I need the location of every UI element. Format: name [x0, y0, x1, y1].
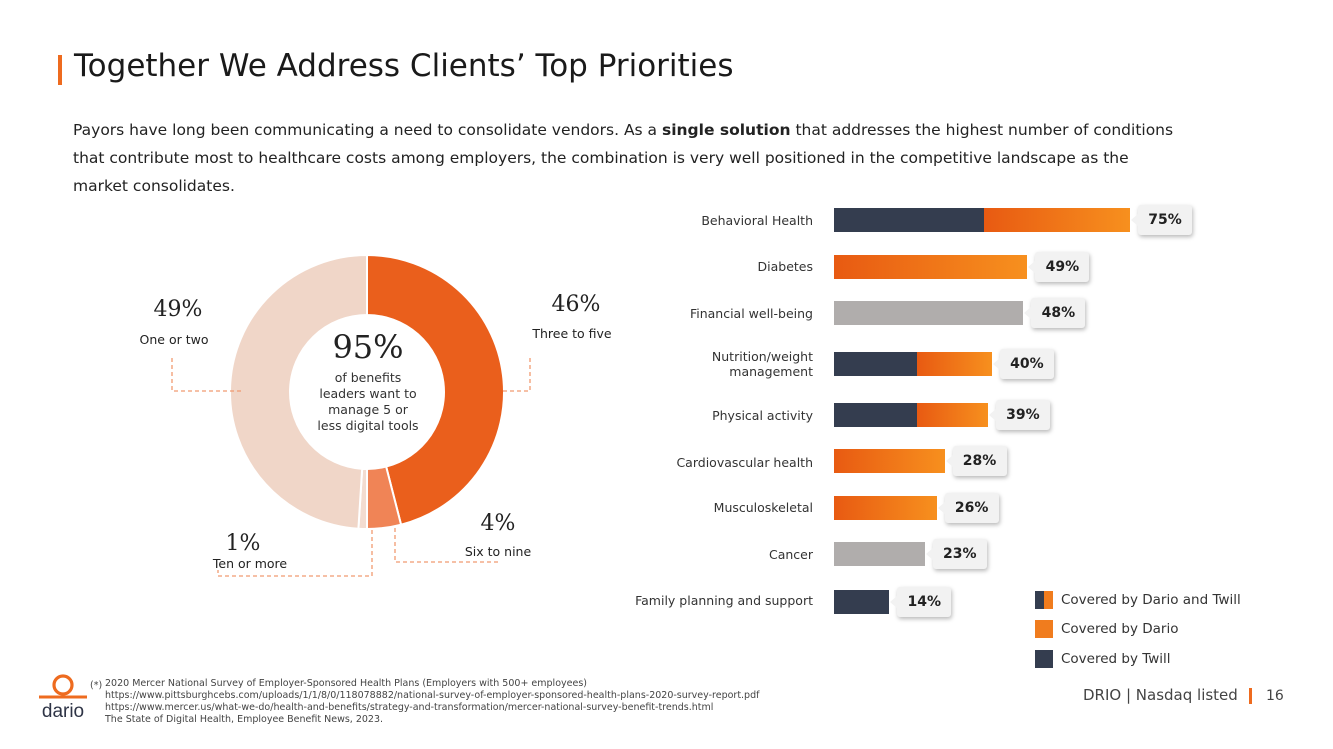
donut-center-value: 95%: [332, 328, 404, 366]
intro-bold-text: single solution: [661, 121, 791, 139]
donut-label-six-to-nine-value: 4%: [480, 511, 516, 536]
donut-label-one-or-two-value: 49%: [153, 297, 203, 322]
bar-dario-segment: [916, 403, 988, 427]
bar-category-cancer: Cancer: [768, 547, 813, 562]
legend-swatch-dario: [1035, 620, 1053, 638]
legend-label: Covered by Dario: [1061, 621, 1179, 637]
bar-uncovered-segment: [834, 542, 925, 566]
leader-line-three-to-five: [500, 358, 531, 392]
donut-slice-one-or-two: [229, 253, 368, 530]
bar-dario-segment: [916, 352, 992, 376]
bar-category-cardiovascular-health: Cardiovascular health: [676, 455, 813, 470]
bar-category-diabetes: Diabetes: [757, 259, 814, 274]
donut-label-one-or-two: One or two: [139, 332, 209, 347]
donut-center-caption: of benefits leaders want to manage 5 or …: [317, 370, 419, 433]
ticker-divider: [1249, 688, 1252, 704]
intro-text-start: Payors have long been communicating a ne…: [73, 121, 662, 139]
donut-slice-three-to-five: [366, 253, 505, 526]
legend-swatch-twill: [1035, 650, 1053, 668]
donut-label-three-to-five: Three to five: [532, 326, 612, 341]
legend-label: Covered by Dario and Twill: [1061, 592, 1241, 608]
bar-dario-segment: [834, 255, 1028, 279]
bar-dario-segment: [834, 496, 937, 520]
leader-line-ten-or-more: [217, 530, 373, 577]
bar-category-musculoskeletal: Musculoskeletal: [713, 500, 813, 515]
donut-label-ten-or-more: Ten or more: [212, 556, 288, 571]
bar-category-financial-well-being: Financial well-being: [689, 306, 813, 321]
legend-label: Covered by Twill: [1061, 651, 1171, 667]
bar-category-physical-activity: Physical activity: [712, 408, 813, 423]
footnote-line: The State of Digital Health, Employee Be…: [105, 714, 384, 725]
bar-twill-segment: [834, 590, 890, 614]
intro-paragraph: Payors have long been communicating a ne…: [73, 116, 1183, 200]
bar-value-label: 28%: [945, 446, 1007, 476]
title-accent-bar: [58, 55, 62, 85]
footnote-link[interactable]: https://www.mercer.us/what-we-do/health-…: [105, 702, 714, 713]
footnote-marker: (*): [90, 680, 103, 691]
bar-value-label: 48%: [1024, 298, 1086, 328]
bar-category-family-planning-and-support: Family planning and support: [635, 593, 813, 608]
bar-twill-segment: [834, 208, 984, 232]
donut-label-three-to-five-value: 46%: [551, 292, 601, 317]
bar-value-label: 26%: [937, 493, 999, 523]
legend-swatch-dario-and-twill: [1035, 591, 1053, 609]
bar-twill-segment: [834, 403, 917, 427]
bar-dario-segment: [983, 208, 1130, 232]
ticker-text: DRIO | Nasdaq listed: [1083, 686, 1238, 704]
page-title: Together We Address Clients’ Top Priorit…: [74, 48, 734, 84]
bar-value-label: 14%: [890, 587, 952, 617]
donut-chart: [171, 253, 531, 577]
intro-text-end: that addresses the highest number of con…: [73, 121, 1174, 195]
donut-label-ten-or-more-value: 1%: [225, 531, 261, 556]
bar-value-label: 49%: [1028, 252, 1090, 282]
bar-twill-segment: [834, 352, 917, 376]
logo-wordmark: dario: [42, 701, 84, 721]
logo-ring-icon: [52, 674, 74, 696]
bar-value-label: 40%: [992, 349, 1054, 379]
bar-category-nutrition-weight-management: Nutrition/weight management: [711, 349, 813, 379]
bar-dario-segment: [834, 449, 945, 473]
footnote-lines: 2020 Mercer National Survey of Employer-…: [105, 678, 759, 726]
footnote-line: 2020 Mercer National Survey of Employer-…: [105, 678, 587, 689]
donut-slices: [229, 253, 505, 531]
donut-leader-lines: [171, 358, 531, 577]
bar-category-behavioral-health: Behavioral Health: [701, 213, 813, 228]
leader-line-one-or-two: [171, 358, 242, 392]
bar-value-label: 39%: [988, 400, 1050, 430]
page-number: 16: [1266, 688, 1284, 704]
bar-uncovered-segment: [834, 301, 1024, 325]
bar-value-label: 75%: [1131, 205, 1192, 235]
dario-logo: dario: [39, 674, 87, 721]
bar-value-label: 23%: [925, 539, 987, 569]
donut-label-six-to-nine: Six to nine: [464, 544, 532, 559]
footnote-link[interactable]: https://www.pittsburghcebs.com/uploads/1…: [105, 690, 760, 701]
